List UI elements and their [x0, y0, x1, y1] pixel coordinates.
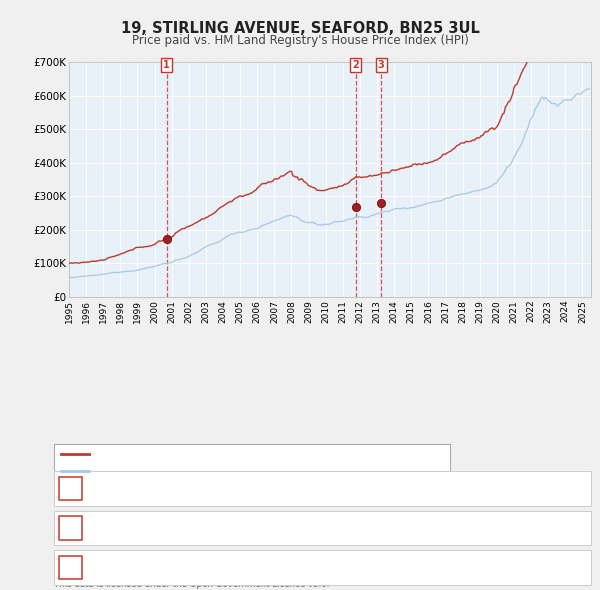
Text: 22% ↓ HPI: 22% ↓ HPI: [384, 563, 443, 572]
Text: 2: 2: [352, 60, 359, 70]
Text: 1: 1: [163, 60, 170, 70]
Text: 19, STIRLING AVENUE, SEAFORD, BN25 3UL (detached house): 19, STIRLING AVENUE, SEAFORD, BN25 3UL (…: [95, 450, 416, 459]
Text: 22% ↓ HPI: 22% ↓ HPI: [384, 523, 443, 533]
Text: 3: 3: [378, 60, 385, 70]
Text: 3: 3: [67, 563, 74, 572]
Text: £280,000: £280,000: [252, 563, 305, 572]
Text: 28-MAR-2013: 28-MAR-2013: [93, 563, 168, 572]
Text: £268,000: £268,000: [252, 523, 305, 533]
Text: Contains HM Land Registry data © Crown copyright and database right 2024.: Contains HM Land Registry data © Crown c…: [54, 573, 389, 582]
Text: This data is licensed under the Open Government Licence v3.0.: This data is licensed under the Open Gov…: [54, 580, 329, 589]
Text: 1: 1: [67, 484, 74, 493]
Text: HPI: Average price, detached house, Lewes: HPI: Average price, detached house, Lewe…: [95, 466, 320, 476]
Text: 04-OCT-2011: 04-OCT-2011: [93, 523, 166, 533]
Text: 14-SEP-2000: 14-SEP-2000: [93, 484, 164, 493]
Text: 19, STIRLING AVENUE, SEAFORD, BN25 3UL: 19, STIRLING AVENUE, SEAFORD, BN25 3UL: [121, 21, 479, 35]
Text: 2: 2: [67, 523, 74, 533]
Text: 8% ↓ HPI: 8% ↓ HPI: [384, 484, 437, 493]
Text: £173,000: £173,000: [252, 484, 305, 493]
Text: Price paid vs. HM Land Registry's House Price Index (HPI): Price paid vs. HM Land Registry's House …: [131, 34, 469, 47]
